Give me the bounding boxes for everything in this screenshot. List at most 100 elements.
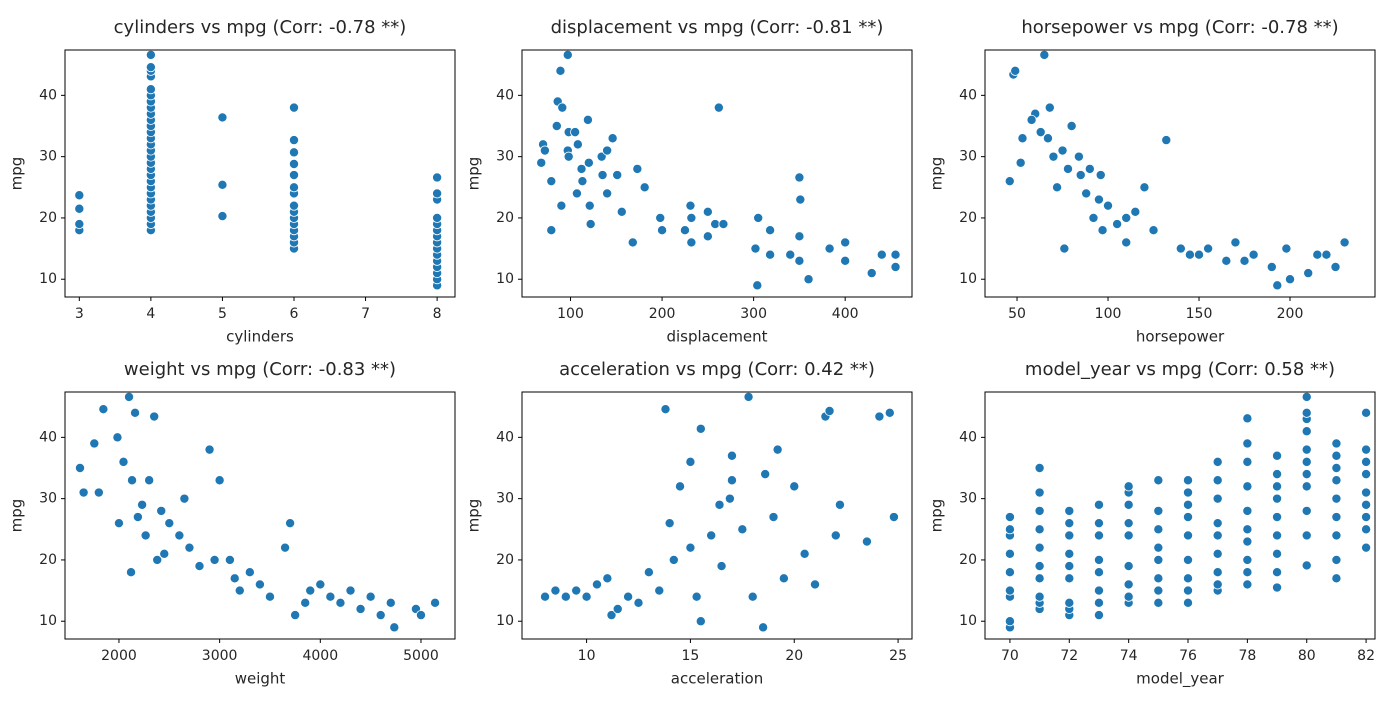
point xyxy=(562,49,573,60)
point xyxy=(1073,151,1084,162)
point xyxy=(75,462,86,473)
y-tick-label: 30 xyxy=(39,491,57,507)
point xyxy=(1361,444,1372,455)
point xyxy=(1272,567,1283,578)
point xyxy=(1112,219,1123,230)
point xyxy=(432,172,443,183)
point xyxy=(583,157,594,168)
point xyxy=(726,450,737,461)
x-axis-label: displacement xyxy=(666,328,767,346)
point xyxy=(1004,616,1015,627)
point xyxy=(1034,542,1045,553)
point xyxy=(1301,530,1312,541)
x-tick-label: 5000 xyxy=(403,648,439,664)
point xyxy=(1004,585,1015,596)
point xyxy=(556,200,567,211)
point xyxy=(217,179,228,190)
point xyxy=(706,530,717,541)
point xyxy=(810,579,821,590)
point xyxy=(824,405,835,416)
point xyxy=(1183,597,1194,608)
y-tick-label: 10 xyxy=(39,271,57,287)
x-tick-label: 400 xyxy=(832,306,859,322)
point xyxy=(113,518,124,529)
point xyxy=(1062,163,1073,174)
y-tick-label: 40 xyxy=(496,87,514,103)
y-axis-label: mpg xyxy=(8,499,26,533)
point xyxy=(602,188,613,199)
point xyxy=(1248,249,1259,260)
point xyxy=(584,200,595,211)
point xyxy=(795,194,806,205)
point xyxy=(1035,127,1046,138)
point xyxy=(718,219,729,230)
subplot-title: acceleration vs mpg (Corr: 0.42 **) xyxy=(559,359,875,380)
point xyxy=(597,170,608,181)
point xyxy=(616,206,627,217)
point xyxy=(1093,194,1104,205)
point xyxy=(1301,505,1312,516)
point xyxy=(1266,261,1277,272)
point xyxy=(713,102,724,113)
point xyxy=(582,114,593,125)
y-tick-label: 30 xyxy=(39,149,57,165)
point xyxy=(1123,499,1134,510)
y-axis-label: mpg xyxy=(8,157,26,191)
x-tick-label: 15 xyxy=(682,648,700,664)
point xyxy=(1301,426,1312,437)
point xyxy=(1212,530,1223,541)
point xyxy=(724,493,735,504)
x-tick-label: 25 xyxy=(889,648,907,664)
point xyxy=(1361,407,1372,418)
point xyxy=(1064,530,1075,541)
x-tick-label: 150 xyxy=(1186,306,1213,322)
point xyxy=(888,512,899,523)
point xyxy=(840,237,851,248)
point xyxy=(1153,585,1164,596)
point xyxy=(1093,518,1104,529)
point xyxy=(1361,469,1372,480)
subplot-title: displacement vs mpg (Corr: -0.81 **) xyxy=(551,17,884,38)
point xyxy=(1139,182,1150,193)
point xyxy=(1121,212,1132,223)
point xyxy=(695,423,706,434)
point xyxy=(140,530,151,541)
y-tick-label: 40 xyxy=(39,429,57,445)
point xyxy=(194,561,205,572)
point xyxy=(137,499,148,510)
point xyxy=(1331,438,1342,449)
point xyxy=(164,518,175,529)
point xyxy=(1339,237,1350,248)
point xyxy=(799,548,810,559)
point xyxy=(716,561,727,572)
point xyxy=(758,622,769,633)
point xyxy=(765,225,776,236)
point xyxy=(1301,407,1312,418)
point xyxy=(1093,585,1104,596)
point xyxy=(145,49,156,60)
axes-frame xyxy=(984,49,1376,298)
point xyxy=(1183,573,1194,584)
point xyxy=(126,567,137,578)
point xyxy=(1153,573,1164,584)
point xyxy=(159,548,170,559)
point xyxy=(1301,560,1312,571)
point xyxy=(288,147,299,158)
point xyxy=(1034,524,1045,535)
point xyxy=(571,585,582,596)
point xyxy=(1017,133,1028,144)
point xyxy=(254,579,265,590)
point xyxy=(130,407,141,418)
x-tick-label: 200 xyxy=(1277,306,1304,322)
subplot-title: weight vs mpg (Corr: -0.83 **) xyxy=(124,359,396,380)
point xyxy=(1361,512,1372,523)
point xyxy=(632,163,643,174)
point xyxy=(1123,591,1134,602)
axes-frame xyxy=(521,391,913,640)
point xyxy=(264,591,275,602)
x-tick-label: 50 xyxy=(1008,306,1026,322)
point xyxy=(300,597,311,608)
x-tick-label: 78 xyxy=(1238,648,1256,664)
point xyxy=(204,444,215,455)
point xyxy=(546,176,557,187)
